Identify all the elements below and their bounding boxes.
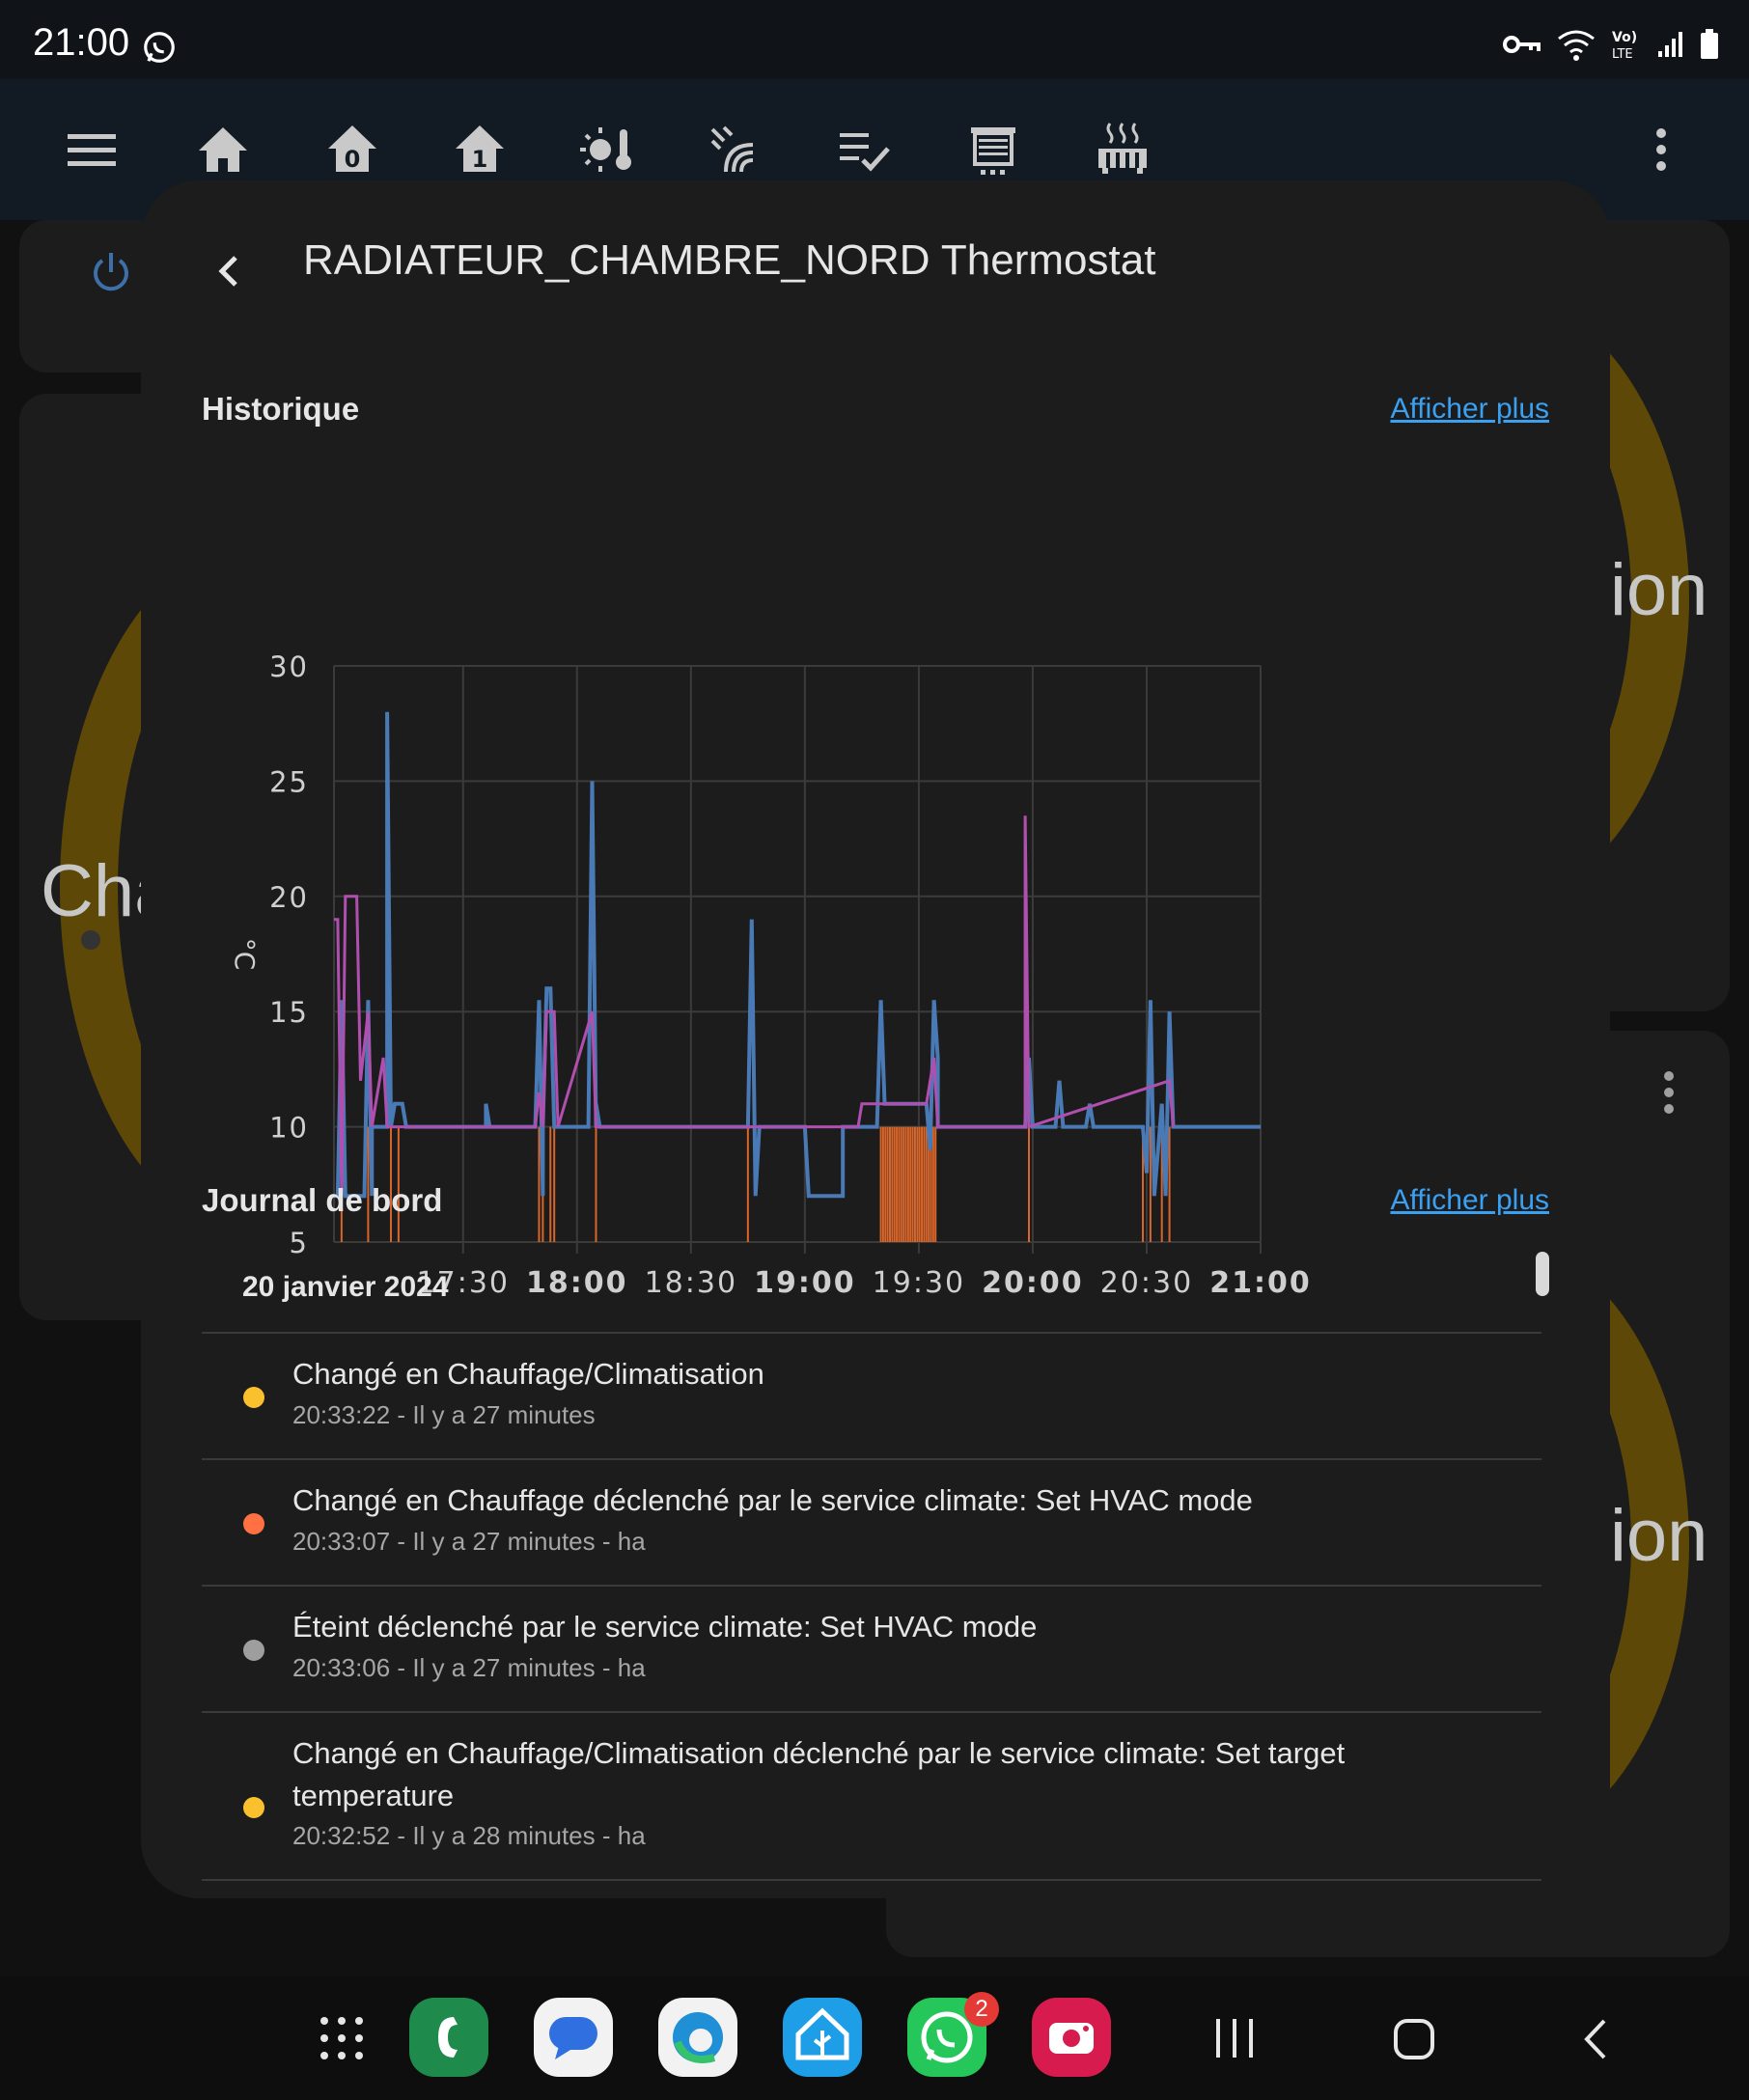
- divider: [202, 1879, 1541, 1881]
- divider: [202, 1332, 1541, 1334]
- background-dot: [81, 930, 100, 950]
- svg-text:1: 1: [472, 146, 488, 173]
- floor-0-icon[interactable]: 0: [322, 120, 382, 180]
- logbook-entry-meta: 20:33:07 - Il y a 27 minutes - ha: [292, 1527, 646, 1556]
- logbook-scrollbar[interactable]: [1536, 1252, 1549, 1296]
- whatsapp-app-icon[interactable]: [907, 1998, 986, 2077]
- x-tick-label: 19:30: [873, 1266, 965, 1300]
- svg-text:LTE: LTE: [1612, 47, 1633, 62]
- radiator-icon[interactable]: [1093, 120, 1152, 180]
- signal-icon: [1658, 32, 1682, 57]
- floor-1-icon[interactable]: 1: [450, 120, 510, 180]
- home-assistant-app-icon[interactable]: [783, 1998, 862, 2077]
- logbook-entry-meta: 20:33:22 - Il y a 27 minutes: [292, 1400, 596, 1429]
- target-temperature-line: [334, 815, 1175, 1197]
- y-tick-label: 10: [269, 1112, 309, 1145]
- app-drawer-icon[interactable]: [319, 2015, 365, 2061]
- svg-text:Vo): Vo): [1612, 30, 1637, 45]
- status-time: 21:00: [33, 21, 130, 64]
- logbook-entry-message: Changé en Chauffage déclenché par le ser…: [292, 1483, 1253, 1517]
- state-dot: [243, 1797, 264, 1818]
- sun-thermometer-icon[interactable]: [577, 120, 637, 180]
- history-chart: 5 10 15 20 25 30 17:30 18:00 18:30 19:00 19:30 20:0…: [229, 650, 1312, 1300]
- edge-browser-app-icon[interactable]: [658, 1998, 737, 2077]
- wifi-icon: [1558, 30, 1595, 61]
- notification-badge: 2: [964, 1992, 999, 2027]
- logbook-entry-message: Changé en Chauffage/Climatisation: [292, 1357, 764, 1391]
- x-tick-label: 20:00: [982, 1266, 1084, 1300]
- status-bar: 21:00 Vo) LTE: [0, 0, 1749, 79]
- current-temperature-line: [334, 711, 1261, 1199]
- x-tick-label: 18:30: [645, 1266, 737, 1300]
- state-dot: [243, 1513, 264, 1534]
- shutter-icon[interactable]: [963, 120, 1023, 180]
- history-title: Historique: [202, 391, 360, 427]
- messages-app-icon[interactable]: [534, 1998, 613, 2077]
- whatsapp-notification-icon: [144, 32, 175, 63]
- logbook-show-more-link[interactable]: Afficher plus: [1390, 1184, 1549, 1216]
- back-button-icon[interactable]: [1577, 2017, 1616, 2061]
- svg-text:0: 0: [345, 146, 361, 173]
- x-tick-label: 21:00: [1209, 1266, 1312, 1300]
- y-axis-label: °C: [229, 938, 261, 971]
- y-tick-label: 15: [269, 996, 309, 1029]
- logbook-title: Journal de bord: [202, 1182, 443, 1218]
- back-arrow-icon[interactable]: [208, 250, 251, 292]
- divider: [202, 1585, 1541, 1587]
- battery-icon: [1701, 29, 1718, 59]
- y-tick-label: 5: [290, 1227, 309, 1259]
- vpn-key-icon: [1503, 36, 1541, 53]
- recent-apps-icon[interactable]: [1212, 2017, 1257, 2059]
- background-label: ion: [1610, 549, 1708, 631]
- logbook-entry-meta: 20:33:06 - Il y a 27 minutes - ha: [292, 1653, 646, 1682]
- divider: [202, 1458, 1541, 1460]
- volte-icon: Vo) LTE: [1612, 30, 1637, 62]
- home-icon[interactable]: [193, 120, 253, 180]
- x-tick-label: 19:00: [754, 1266, 856, 1300]
- logbook-date: 20 janvier 2024: [242, 1271, 449, 1303]
- camera-app-icon[interactable]: [1032, 1998, 1111, 2077]
- x-tick-label: 20:30: [1100, 1266, 1193, 1300]
- checklist-icon[interactable]: [834, 120, 894, 180]
- home-button-icon[interactable]: [1392, 2017, 1436, 2061]
- card-overflow-icon: [1664, 1071, 1674, 1114]
- x-tick-label: 18:00: [526, 1266, 628, 1300]
- overflow-menu-icon[interactable]: [1631, 120, 1691, 180]
- x-tick-label: 17:30: [417, 1266, 510, 1300]
- y-tick-label: 30: [269, 650, 309, 683]
- state-dot: [243, 1387, 264, 1408]
- wind-wifi-icon[interactable]: [705, 120, 764, 180]
- logbook-entry-message: Éteint déclenché par le service climate:…: [292, 1610, 1038, 1644]
- phone-app-icon[interactable]: [409, 1998, 488, 2077]
- power-icon: [94, 253, 128, 291]
- logbook-entry-message: Changé en Chauffage/Climatisation déclen…: [292, 1736, 1346, 1812]
- y-tick-label: 25: [269, 765, 309, 798]
- logbook-entry-meta: 20:32:52 - Il y a 28 minutes - ha: [292, 1821, 646, 1850]
- system-navigation-bar: 2: [0, 1976, 1749, 2100]
- history-show-more-link[interactable]: Afficher plus: [1390, 393, 1549, 425]
- y-tick-label: 20: [269, 881, 309, 914]
- menu-icon[interactable]: [62, 120, 122, 180]
- dialog-title: RADIATEUR_CHAMBRE_NORD Thermostat: [303, 236, 1156, 284]
- divider: [202, 1711, 1541, 1713]
- background-label: ion: [1610, 1495, 1708, 1577]
- state-dot: [243, 1640, 264, 1661]
- more-info-dialog: RADIATEUR_CHAMBRE_NORD Thermostat Histor…: [141, 180, 1610, 1898]
